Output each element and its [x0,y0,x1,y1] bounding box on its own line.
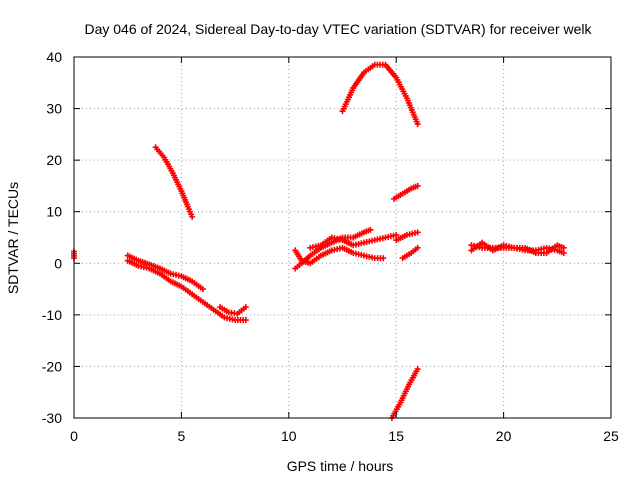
series-late-dip [217,304,249,317]
series-steep-ascent-low [388,366,421,421]
data-point [414,244,421,251]
y-axis-label: SDTVAR / TECUs [5,182,21,294]
data-point [380,255,387,262]
y-tick-label: 20 [46,152,62,168]
series-rising-mid [391,182,421,202]
series-midday-band-1 [292,244,387,267]
x-tick-label: 5 [178,428,186,444]
y-tick-label: 0 [54,255,62,271]
data-point [242,304,249,311]
y-tick-label: -30 [42,410,62,426]
y-tick-label: 30 [46,101,62,117]
chart-title: Day 046 of 2024, Sidereal Day-to-day VTE… [84,21,592,37]
data-point [414,366,421,373]
x-tick-label: 25 [603,428,619,444]
data-point [414,182,421,189]
data-point [367,226,374,233]
series-evening-band-lower [468,239,567,256]
data-point [414,121,421,128]
tick-layer: 0 5 10 15 20 25 -30 -20 -10 0 10 20 30 40 [42,49,619,444]
series-steep-descent-1 [152,144,196,220]
x-tick-label: 15 [388,428,404,444]
data-point [242,317,249,324]
series-descending-band-lower [124,257,249,324]
x-tick-label: 10 [281,428,297,444]
x-tick-label: 20 [496,428,512,444]
series-arc-peak [339,61,421,128]
data-point [393,231,400,238]
series-midday-band-3 [307,231,400,251]
series-late-segment-upper [393,229,421,244]
data-point [560,244,567,251]
data-point [560,249,567,256]
x-axis-label: GPS time / hours [287,458,394,474]
data-layer [71,61,567,421]
y-tick-label: -20 [42,358,62,374]
y-tick-label: -10 [42,307,62,323]
y-tick-label: 10 [46,204,62,220]
data-point [199,286,206,293]
series-descending-band-upper [124,252,206,293]
plot-frame [73,56,612,419]
y-tick-label: 40 [46,49,62,65]
series-midday-band-2 [292,226,374,272]
series-late-segment-lower [399,244,421,262]
data-point [414,229,421,236]
data-point [189,213,196,220]
x-tick-label: 0 [70,428,78,444]
